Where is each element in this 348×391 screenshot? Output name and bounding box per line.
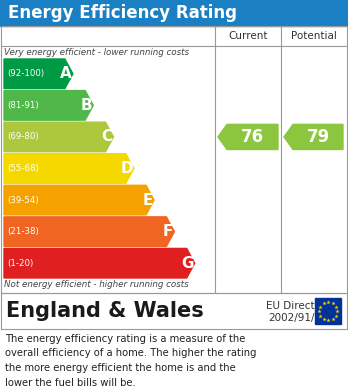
Text: D: D [120, 161, 133, 176]
Text: EU Directive: EU Directive [267, 301, 331, 311]
Text: England & Wales: England & Wales [6, 301, 204, 321]
Polygon shape [218, 124, 278, 149]
Text: lower the fuel bills will be.: lower the fuel bills will be. [5, 377, 136, 387]
Text: Very energy efficient - lower running costs: Very energy efficient - lower running co… [4, 48, 189, 57]
Text: A: A [60, 66, 72, 81]
Text: 79: 79 [306, 128, 330, 146]
Text: E: E [143, 193, 153, 208]
Polygon shape [4, 248, 195, 278]
Text: (1-20): (1-20) [7, 259, 33, 268]
Bar [0, 293, 348, 329]
Text: C: C [101, 129, 112, 144]
Polygon shape [4, 185, 154, 215]
Polygon shape [4, 217, 174, 246]
Text: (55-68): (55-68) [7, 164, 39, 173]
Polygon shape [4, 59, 73, 89]
Text: Current: Current [228, 31, 268, 41]
Text: Potential: Potential [291, 31, 337, 41]
Text: B: B [81, 98, 92, 113]
Polygon shape [4, 122, 113, 152]
Text: the more energy efficient the home is and the: the more energy efficient the home is an… [5, 363, 236, 373]
Bar [0, 0, 348, 26]
Bar [315, 298, 341, 324]
Text: F: F [163, 224, 173, 239]
Text: (81-91): (81-91) [7, 101, 39, 110]
Bar [1, 26, 347, 293]
Polygon shape [4, 154, 134, 183]
Bar [0, 329, 348, 391]
Text: Energy Efficiency Rating: Energy Efficiency Rating [8, 4, 237, 22]
Text: 2002/91/EC: 2002/91/EC [268, 313, 329, 323]
Polygon shape [4, 91, 93, 120]
Text: (69-80): (69-80) [7, 133, 39, 142]
Text: The energy efficiency rating is a measure of the: The energy efficiency rating is a measur… [5, 334, 245, 344]
Text: (39-54): (39-54) [7, 196, 39, 204]
Polygon shape [284, 124, 343, 149]
Text: (21-38): (21-38) [7, 227, 39, 236]
Text: overall efficiency of a home. The higher the rating: overall efficiency of a home. The higher… [5, 348, 256, 359]
Text: G: G [181, 256, 194, 271]
Text: 76: 76 [241, 128, 264, 146]
Text: Not energy efficient - higher running costs: Not energy efficient - higher running co… [4, 280, 189, 289]
Text: (92-100): (92-100) [7, 69, 44, 78]
